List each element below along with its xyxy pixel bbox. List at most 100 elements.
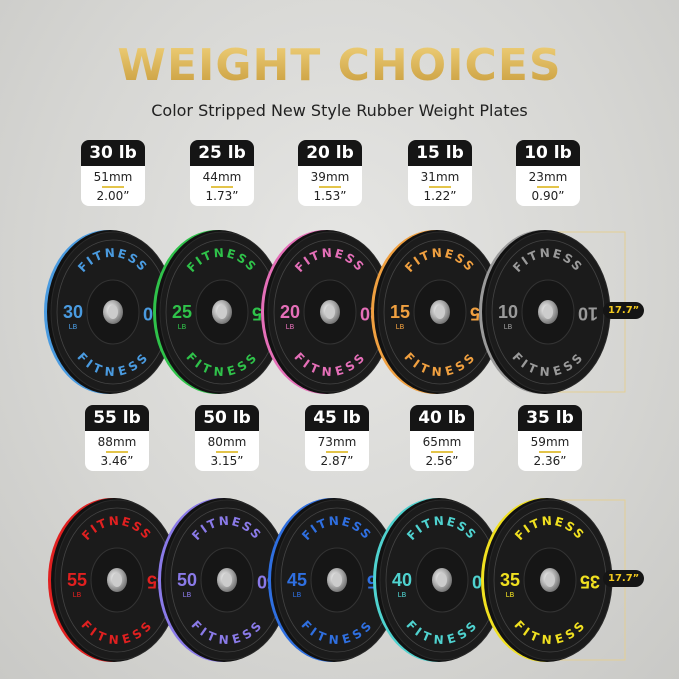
divider: [102, 186, 124, 188]
thickness-mm: 44mm: [202, 170, 242, 184]
plate-hole: [217, 305, 227, 319]
plate-hole: [437, 573, 447, 587]
thickness-box: 39mm 1.53”: [298, 166, 362, 206]
weight-text: 25 lb: [190, 140, 254, 166]
plate-unit: LB: [293, 591, 302, 599]
thickness-mm: 31mm: [420, 170, 460, 184]
thickness-mm: 39mm: [310, 170, 350, 184]
thickness-box: 31mm 1.22”: [408, 166, 472, 206]
weight-label-40: 40 lb 65mm 2.56”: [410, 405, 474, 471]
weight-text: 45 lb: [305, 405, 369, 431]
diameter-badge: 17.7”: [603, 570, 645, 587]
thickness-box: 23mm 0.90”: [516, 166, 580, 206]
weight-text: 35 lb: [518, 405, 582, 431]
plate-unit: LB: [504, 323, 513, 331]
divider: [429, 186, 451, 188]
thickness-mm: 80mm: [207, 435, 247, 449]
thickness-mm: 51mm: [93, 170, 133, 184]
thickness-in: 2.56”: [425, 454, 459, 468]
plate-number: 35: [500, 570, 520, 590]
plate-unit: LB: [69, 323, 78, 331]
weight-label-20: 20 lb 39mm 1.53”: [298, 140, 362, 206]
subtitle: Color Stripped New Style Rubber Weight P…: [151, 101, 528, 120]
weight-text: 40 lb: [410, 405, 474, 431]
divider: [211, 186, 233, 188]
plate-hole: [222, 573, 232, 587]
thickness-in: 1.73”: [205, 189, 239, 203]
thickness-box: 59mm 2.36”: [518, 431, 582, 471]
plate-hole: [332, 573, 342, 587]
plate-unit: LB: [73, 591, 82, 599]
thickness-in: 2.87”: [320, 454, 354, 468]
thickness-box: 44mm 1.73”: [190, 166, 254, 206]
plate-unit: LB: [506, 591, 515, 599]
plate-number: 30: [63, 302, 83, 322]
plate-number: 20: [280, 302, 300, 322]
plate-25: FITNESSFITNESS25LB25: [153, 230, 285, 394]
plate-number: 25: [172, 302, 192, 322]
divider: [539, 451, 561, 453]
weight-label-25: 25 lb 44mm 1.73”: [190, 140, 254, 206]
weight-label-55: 55 lb 88mm 3.46”: [85, 405, 149, 471]
page-title: WEIGHT CHOICES: [0, 40, 679, 91]
plate-number: 55: [67, 570, 87, 590]
plate-number-inverted: 35: [580, 571, 600, 591]
weight-label-45: 45 lb 73mm 2.87”: [305, 405, 369, 471]
weight-text: 15 lb: [408, 140, 472, 166]
divider: [319, 186, 341, 188]
weight-label-50: 50 lb 80mm 3.15”: [195, 405, 259, 471]
plate-number: 50: [177, 570, 197, 590]
weight-text: 30 lb: [81, 140, 145, 166]
plate-unit: LB: [398, 591, 407, 599]
weight-label-15: 15 lb 31mm 1.22”: [408, 140, 472, 206]
plate-hole: [543, 305, 553, 319]
plate-number-inverted: 10: [578, 303, 598, 323]
plate-number: 45: [287, 570, 307, 590]
weight-text: 55 lb: [85, 405, 149, 431]
weight-text: 20 lb: [298, 140, 362, 166]
divider: [216, 451, 238, 453]
weight-text: 10 lb: [516, 140, 580, 166]
plate-unit: LB: [286, 323, 295, 331]
thickness-mm: 23mm: [528, 170, 568, 184]
thickness-in: 2.36”: [533, 454, 567, 468]
plate-hole: [325, 305, 335, 319]
diameter-badge: 17.7”: [603, 302, 645, 319]
plate-hole: [108, 305, 118, 319]
divider: [431, 451, 453, 453]
thickness-box: 73mm 2.87”: [305, 431, 369, 471]
thickness-box: 88mm 3.46”: [85, 431, 149, 471]
thickness-in: 3.15”: [210, 454, 244, 468]
thickness-mm: 73mm: [317, 435, 357, 449]
plate-hole: [435, 305, 445, 319]
thickness-mm: 88mm: [97, 435, 137, 449]
weight-label-10: 10 lb 23mm 0.90”: [516, 140, 580, 206]
plate-hole: [112, 573, 122, 587]
divider: [326, 451, 348, 453]
thickness-in: 0.90”: [531, 189, 565, 203]
divider: [537, 186, 559, 188]
plate-15: FITNESSFITNESS15LB15: [371, 230, 503, 394]
plate-unit: LB: [183, 591, 192, 599]
thickness-box: 80mm 3.15”: [195, 431, 259, 471]
plate-number: 40: [392, 570, 412, 590]
weight-label-30: 30 lb 51mm 2.00”: [81, 140, 145, 206]
thickness-box: 51mm 2.00”: [81, 166, 145, 206]
thickness-box: 65mm 2.56”: [410, 431, 474, 471]
thickness-in: 1.53”: [313, 189, 347, 203]
plate-45: FITNESSFITNESS45LB45: [268, 498, 400, 662]
plate-unit: LB: [396, 323, 405, 331]
plate-hole: [545, 573, 555, 587]
divider: [106, 451, 128, 453]
plate-number: 10: [498, 302, 518, 322]
weight-text: 50 lb: [195, 405, 259, 431]
weight-label-35: 35 lb 59mm 2.36”: [518, 405, 582, 471]
plate-number: 15: [390, 302, 410, 322]
thickness-in: 1.22”: [423, 189, 457, 203]
